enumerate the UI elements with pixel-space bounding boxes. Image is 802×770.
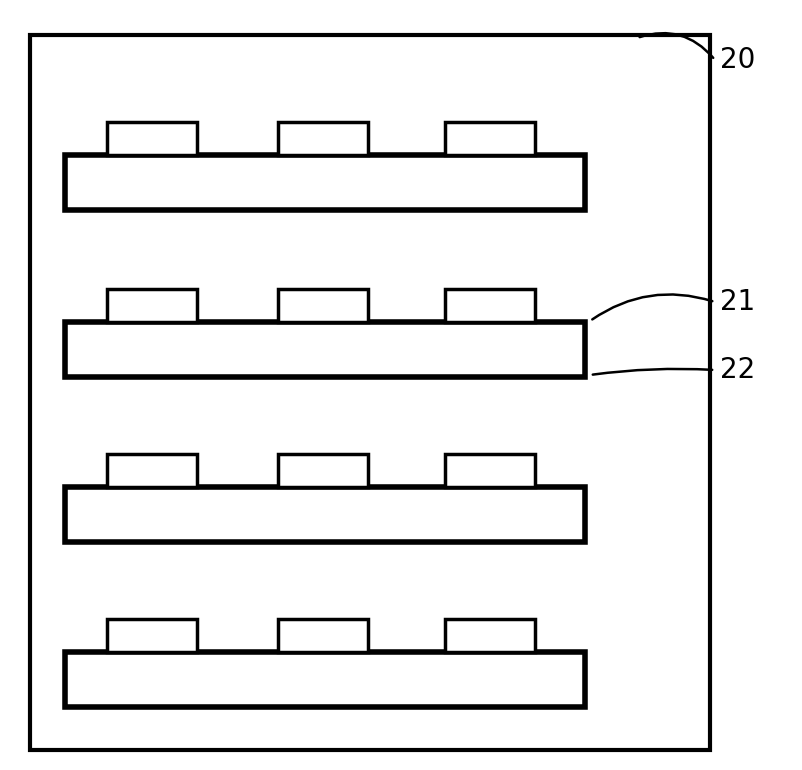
Bar bbox=[65, 155, 585, 210]
Bar bbox=[444, 289, 535, 322]
Bar bbox=[444, 619, 535, 652]
Bar bbox=[107, 289, 196, 322]
Bar bbox=[278, 454, 368, 487]
Bar bbox=[278, 289, 368, 322]
Bar bbox=[65, 487, 585, 542]
Text: 20: 20 bbox=[720, 46, 755, 74]
Bar bbox=[30, 35, 710, 750]
Bar bbox=[107, 454, 196, 487]
Bar bbox=[278, 122, 368, 155]
Bar bbox=[65, 322, 585, 377]
Text: 22: 22 bbox=[720, 356, 755, 384]
Bar bbox=[65, 652, 585, 707]
Bar bbox=[107, 619, 196, 652]
Text: 21: 21 bbox=[720, 288, 755, 316]
Bar bbox=[107, 122, 196, 155]
Bar bbox=[278, 619, 368, 652]
Bar bbox=[444, 122, 535, 155]
Bar bbox=[444, 454, 535, 487]
